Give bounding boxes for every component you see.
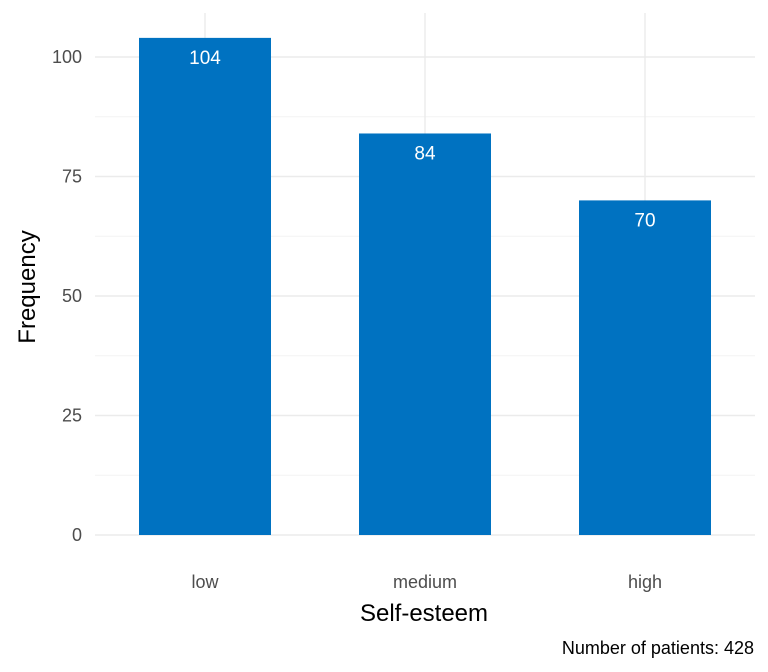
y-axis-ticks: 0 25 50 75 100	[52, 47, 82, 545]
y-tick-label: 75	[62, 167, 82, 187]
y-axis-title: Frequency	[14, 230, 41, 343]
y-tick-label: 0	[72, 525, 82, 545]
y-tick-label: 25	[62, 406, 82, 426]
data-label-high: 70	[634, 210, 655, 231]
caption: Number of patients: 428	[562, 638, 754, 658]
bar-medium	[359, 133, 491, 536]
x-tick-label-high: high	[628, 572, 662, 592]
data-label-low: 104	[189, 48, 221, 69]
x-axis-title: Self-esteem	[360, 600, 488, 627]
bar-high	[579, 200, 711, 535]
y-tick-label: 50	[62, 286, 82, 306]
data-labels: 104 84 70	[189, 48, 655, 232]
data-label-medium: 84	[414, 143, 436, 164]
y-tick-label: 100	[52, 47, 82, 67]
bars	[139, 37, 711, 536]
bar-low	[139, 37, 271, 535]
x-tick-label-medium: medium	[393, 572, 457, 592]
x-tick-label-low: low	[191, 572, 219, 592]
x-axis-ticks: low medium high	[191, 572, 662, 592]
